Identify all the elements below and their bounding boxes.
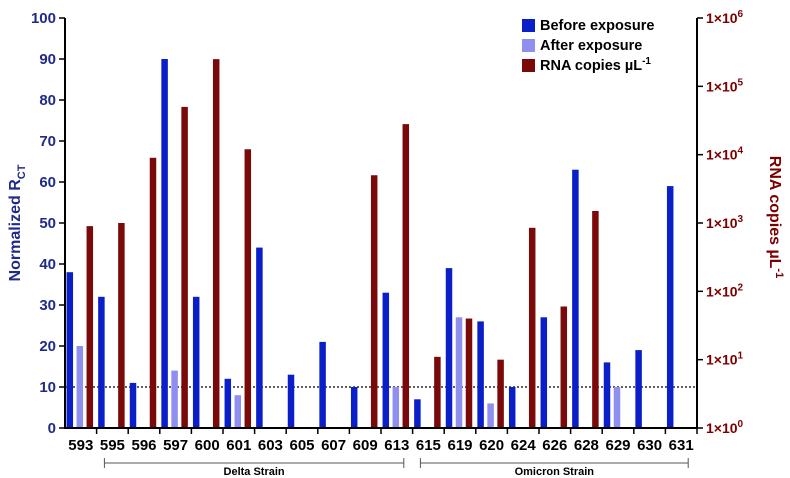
x-tick-label: 603 xyxy=(258,437,283,454)
bar-before-628 xyxy=(572,169,579,428)
x-tick-label: 595 xyxy=(100,437,125,454)
bar-after-593 xyxy=(76,346,84,428)
group-label: Omicron Strain xyxy=(515,466,595,478)
bar-rna-601 xyxy=(244,149,252,428)
bar-before-624 xyxy=(508,387,516,428)
bar-before-601 xyxy=(224,378,232,428)
right-tick-label: 1×102 xyxy=(706,282,744,299)
bar-rna-596 xyxy=(149,157,157,429)
right-tick-label: 1×103 xyxy=(706,214,744,231)
bar-before-629 xyxy=(603,362,611,428)
right-tick-label: 1×106 xyxy=(706,9,744,26)
bar-rna-619 xyxy=(465,318,473,428)
bar-rna-595 xyxy=(118,223,125,428)
bar-after-613 xyxy=(392,387,400,428)
bar-before-620 xyxy=(477,321,484,428)
legend-swatch xyxy=(522,19,535,32)
bar-before-595 xyxy=(98,296,105,428)
x-tick-label: 613 xyxy=(384,437,409,454)
bar-before-597 xyxy=(161,59,168,428)
left-tick-label: 60 xyxy=(39,174,56,191)
x-tick-label: 626 xyxy=(542,437,567,454)
x-tick-label: 624 xyxy=(511,437,537,454)
x-tick-label: 630 xyxy=(637,437,662,454)
left-tick-label: 80 xyxy=(39,92,56,109)
bar-before-619 xyxy=(445,268,453,428)
bar-rna-600 xyxy=(212,59,220,428)
bar-rna-628 xyxy=(592,210,599,428)
bar-after-620 xyxy=(487,403,494,428)
legend-label: RNA copies µL-1 xyxy=(540,56,651,74)
bar-rna-593 xyxy=(86,226,94,428)
left-tick-label: 10 xyxy=(39,379,56,396)
x-tick-label: 596 xyxy=(131,437,156,454)
x-tick-label: 620 xyxy=(479,437,504,454)
bar-rna-609 xyxy=(370,175,378,428)
bar-rna-626 xyxy=(560,306,568,428)
bar-before-613 xyxy=(382,292,390,428)
bar-after-619 xyxy=(455,317,463,428)
left-tick-label: 50 xyxy=(39,215,56,232)
bar-before-615 xyxy=(414,399,421,428)
bar-before-607 xyxy=(319,341,326,428)
right-tick-label: 1×101 xyxy=(706,351,744,368)
left-axis-title: Normalized RCT xyxy=(7,164,28,281)
bar-rna-624 xyxy=(528,227,536,428)
left-tick-label: 30 xyxy=(39,297,56,314)
bar-before-631 xyxy=(666,186,674,428)
x-tick-label: 631 xyxy=(669,437,694,454)
bar-before-593 xyxy=(66,272,74,428)
legend: Before exposure After exposure RNA copies … xyxy=(522,18,654,74)
bar-after-601 xyxy=(234,395,242,428)
labels-layer: 0 10 20 30 40 50 60 70 80 90 100 1×100 1×101 1×102 1×1… xyxy=(7,9,785,454)
bar-rna-613 xyxy=(402,124,410,429)
left-tick-label: 70 xyxy=(39,133,56,150)
legend-label: Before exposure xyxy=(540,18,654,34)
right-axis-title: RNA copies µL-1 xyxy=(766,156,785,278)
x-tick-label: 619 xyxy=(447,437,472,454)
bar-before-630 xyxy=(635,350,642,428)
bar-after-629 xyxy=(613,387,621,428)
bar-before-596 xyxy=(129,382,137,428)
x-tick-label: 597 xyxy=(163,437,188,454)
x-tick-label: 609 xyxy=(353,437,378,454)
x-tick-label: 601 xyxy=(226,437,251,454)
left-tick-label: 90 xyxy=(39,51,56,68)
bar-after-597 xyxy=(171,370,178,428)
bar-before-626 xyxy=(540,317,548,428)
left-tick-label: 100 xyxy=(31,10,56,27)
strain-groups: Delta Strain Omicron Strain xyxy=(103,458,689,478)
axes-layer xyxy=(59,17,703,434)
group-label: Delta Strain xyxy=(224,466,285,478)
right-tick-label: 1×100 xyxy=(706,419,744,436)
bar-before-600 xyxy=(192,296,200,428)
legend-swatch xyxy=(522,39,535,52)
bar-rna-615 xyxy=(434,356,441,428)
bar-rna-620 xyxy=(497,359,504,428)
x-tick-label: 615 xyxy=(416,437,441,454)
bar-before-603 xyxy=(256,247,263,428)
left-tick-label: 40 xyxy=(39,256,56,273)
bars-layer xyxy=(66,59,674,429)
x-tick-label: 629 xyxy=(605,437,630,454)
legend-label: After exposure xyxy=(540,38,642,54)
x-tick-label: 593 xyxy=(68,437,93,454)
x-tick-label: 607 xyxy=(321,437,346,454)
left-tick-label: 20 xyxy=(39,338,56,355)
bar-rna-597 xyxy=(181,106,188,429)
right-tick-label: 1×105 xyxy=(706,77,744,94)
x-tick-label: 600 xyxy=(195,437,220,454)
bar-before-609 xyxy=(350,387,358,428)
bar-before-605 xyxy=(287,374,295,428)
x-tick-label: 605 xyxy=(289,437,314,454)
right-tick-label: 1×104 xyxy=(706,146,744,163)
left-tick-label: 0 xyxy=(48,420,56,437)
x-tick-label: 628 xyxy=(574,437,599,454)
legend-swatch xyxy=(522,59,535,72)
